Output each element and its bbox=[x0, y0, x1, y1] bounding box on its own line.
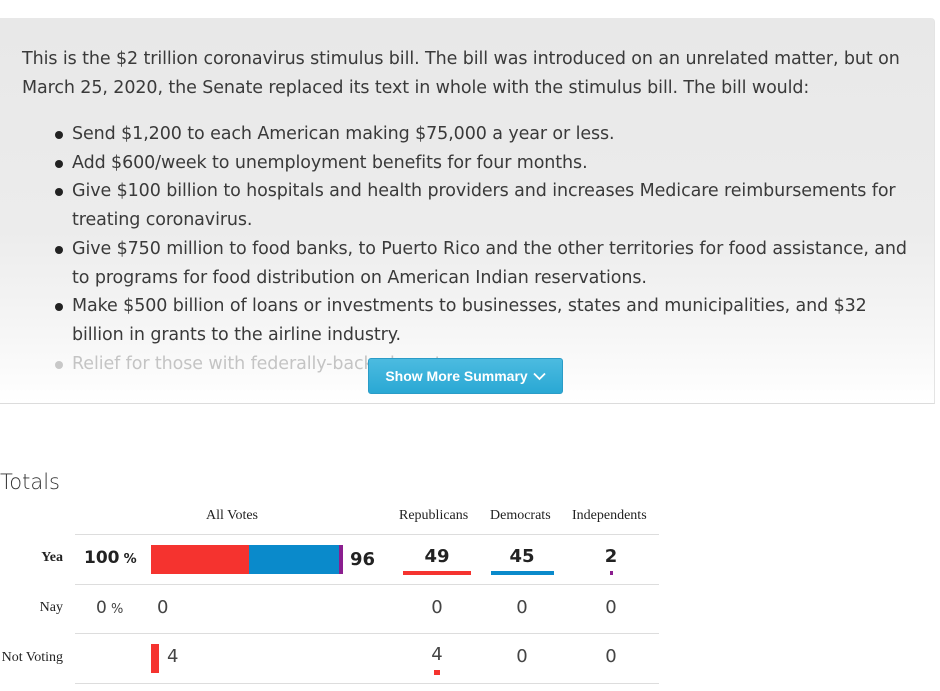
yea-republicans-marker bbox=[402, 571, 472, 575]
summary-bullet: Give $750 million to food banks, to Puer… bbox=[55, 235, 922, 292]
nay-independents-count: 0 bbox=[605, 597, 617, 618]
not-voting-republicans-count: 4 bbox=[431, 644, 443, 665]
summary-bullet: Give $100 billion to hospitals and healt… bbox=[55, 177, 922, 234]
totals-heading: Totals bbox=[0, 470, 60, 494]
yea-bar-democrat bbox=[249, 545, 339, 574]
header-all-votes: All Votes bbox=[206, 508, 258, 523]
summary-bullet: Make $500 billion of loans or investment… bbox=[55, 292, 922, 349]
row-divider bbox=[75, 683, 659, 684]
yea-bar-republican bbox=[151, 545, 249, 574]
yea-independents-marker bbox=[609, 571, 613, 575]
row-divider bbox=[75, 534, 659, 535]
yea-democrats-count: 45 bbox=[509, 546, 535, 567]
row-divider bbox=[75, 584, 659, 585]
bill-summary: This is the $2 trillion coronavirus stim… bbox=[0, 18, 935, 404]
yea-republicans-count: 49 bbox=[424, 546, 450, 567]
show-more-summary-button[interactable]: Show More Summary bbox=[368, 358, 563, 394]
not-voting-republicans-marker bbox=[434, 670, 440, 675]
nay-label: Nay bbox=[39, 600, 63, 615]
show-more-label: Show More Summary bbox=[385, 368, 528, 384]
not-voting-total: 4 bbox=[167, 646, 179, 667]
yea-label: Yea bbox=[41, 550, 63, 565]
yea-total: 96 bbox=[350, 549, 376, 570]
summary-bullet: Send $1,200 to each American making $75,… bbox=[55, 120, 922, 149]
chevron-down-icon bbox=[533, 372, 546, 380]
summary-bullet: Add $600/week to unemployment benefits f… bbox=[55, 149, 922, 178]
yea-independents-count: 2 bbox=[604, 546, 618, 567]
not-voting-democrats-count: 0 bbox=[516, 646, 528, 667]
not-voting-bar-republican bbox=[151, 644, 159, 673]
row-divider bbox=[75, 633, 659, 634]
not-voting-independents-count: 0 bbox=[605, 646, 617, 667]
header-democrats: Democrats bbox=[490, 508, 551, 523]
yea-percent: 100 % bbox=[84, 548, 137, 568]
nay-republicans-count: 0 bbox=[431, 597, 443, 618]
yea-bar-independent bbox=[339, 545, 343, 574]
summary-bullet-list: Send $1,200 to each American making $75,… bbox=[55, 120, 922, 378]
summary-intro: This is the $2 trillion coronavirus stim… bbox=[22, 49, 900, 98]
header-independents: Independents bbox=[572, 508, 647, 523]
nay-total: 0 bbox=[157, 597, 169, 618]
nay-percent: 0 % bbox=[96, 598, 124, 618]
not-voting-label: Not Voting bbox=[1, 650, 63, 665]
yea-democrats-marker bbox=[490, 571, 554, 575]
header-republicans: Republicans bbox=[399, 508, 469, 523]
nay-democrats-count: 0 bbox=[516, 597, 528, 618]
